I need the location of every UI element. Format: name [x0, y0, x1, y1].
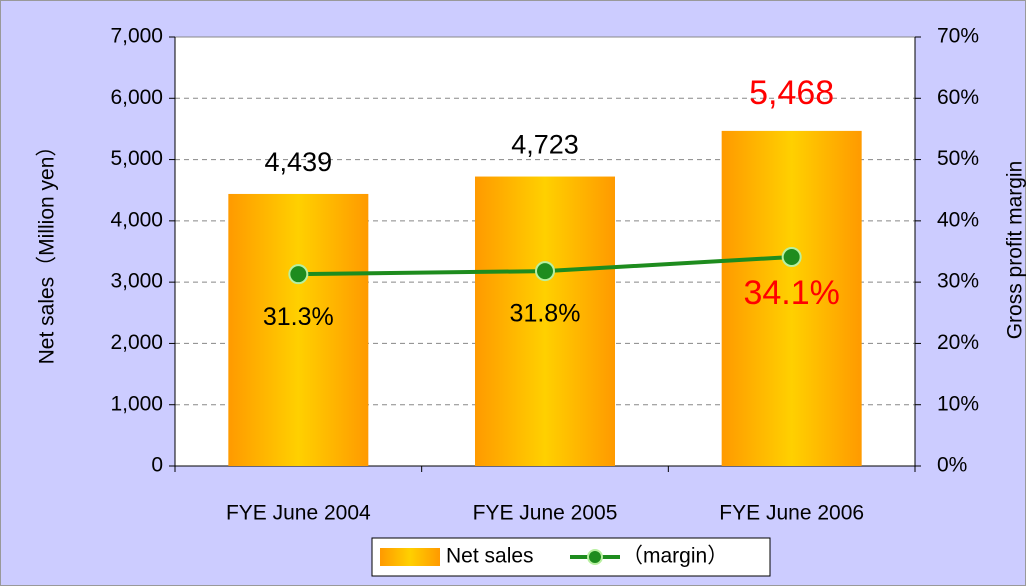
y2-tick-label: 0%	[937, 454, 967, 477]
bar	[228, 193, 369, 467]
line-value-label: 31.3%	[263, 303, 334, 331]
legend-marker	[587, 549, 603, 565]
y-tick-label: 2,000	[110, 331, 163, 354]
x-tick-label: FYE June 2004	[226, 502, 371, 525]
y2-tick-label: 50%	[937, 147, 979, 170]
line-marker	[288, 264, 309, 285]
line-marker	[781, 247, 802, 268]
line-marker	[535, 261, 555, 282]
bar-value-label: 4,439	[265, 147, 333, 177]
y2-tick-label: 10%	[937, 392, 979, 415]
y-tick-label: 4,000	[110, 208, 163, 231]
line-value-label: 34.1%	[743, 274, 839, 312]
y2-tick-label: 40%	[937, 208, 979, 231]
y2-tick-label: 60%	[937, 86, 979, 109]
bar	[475, 176, 615, 466]
bar-value-label: 5,468	[749, 74, 834, 112]
line-value-label: 31.8%	[510, 300, 581, 328]
y-axis-label: Net sales（Million yen）	[36, 136, 59, 365]
x-tick-label: FYE June 2006	[719, 502, 864, 525]
bar	[721, 130, 862, 466]
legend-label: Net sales	[446, 545, 534, 568]
y2-tick-label: 20%	[937, 331, 979, 354]
legend-label: （margin）	[622, 545, 728, 568]
y-tick-label: 7,000	[110, 25, 163, 48]
y-tick-label: 6,000	[110, 86, 163, 109]
legend-swatch	[380, 548, 440, 566]
y-tick-label: 1,000	[110, 392, 163, 415]
bar-value-label: 4,723	[511, 130, 579, 160]
y-tick-label: 5,000	[110, 147, 163, 170]
y2-tick-label: 70%	[937, 25, 979, 48]
y2-axis-label: Gross profit margin	[1004, 161, 1026, 340]
x-tick-label: FYE June 2005	[473, 502, 618, 525]
y-tick-label: 0	[151, 454, 163, 477]
y2-tick-label: 30%	[937, 270, 979, 293]
y-tick-label: 3,000	[110, 270, 163, 293]
